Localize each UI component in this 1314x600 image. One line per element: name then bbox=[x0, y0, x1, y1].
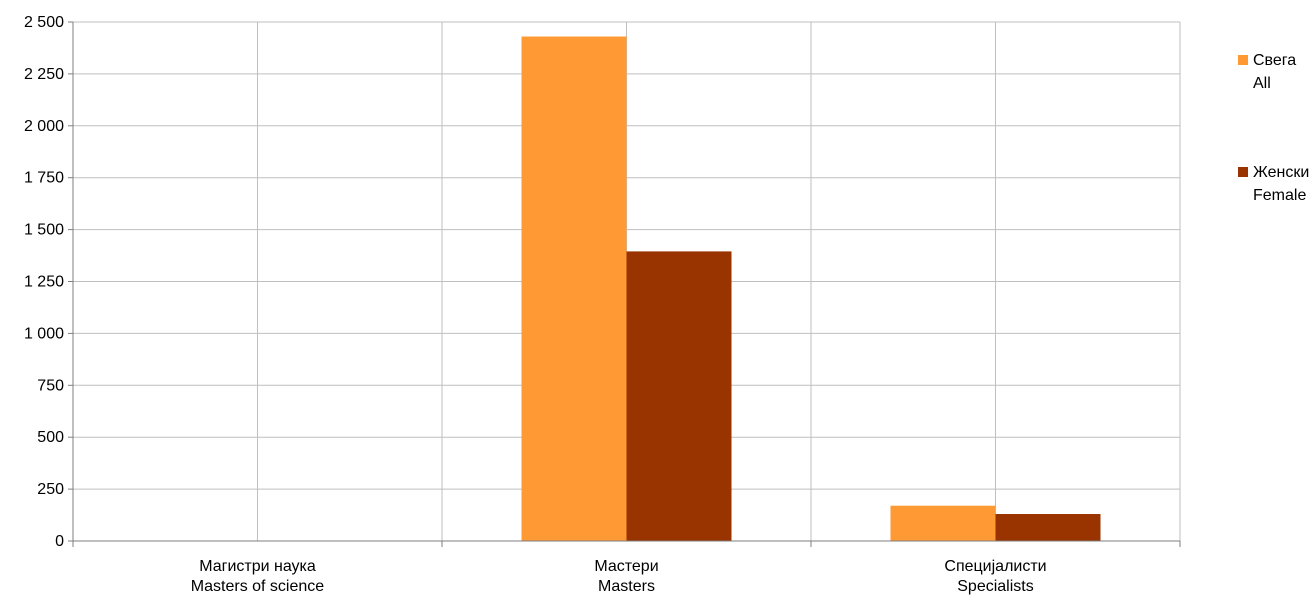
legend-label: Женски bbox=[1253, 164, 1309, 181]
y-tick-label: 750 bbox=[37, 377, 64, 394]
x-category-label: Masters of science bbox=[191, 578, 324, 595]
y-tick-label: 2 250 bbox=[24, 66, 64, 83]
x-category-label: Specialists bbox=[957, 578, 1033, 595]
y-tick-label: 1 000 bbox=[24, 325, 64, 342]
y-tick-label: 1 500 bbox=[24, 222, 64, 239]
y-tick-label: 2 500 bbox=[24, 14, 64, 31]
y-tick-label: 1 750 bbox=[24, 170, 64, 187]
y-tick-label: 500 bbox=[37, 429, 64, 446]
y-tick-label: 250 bbox=[37, 481, 64, 498]
x-category-label: Мастери bbox=[594, 558, 658, 575]
legend-swatch bbox=[1238, 55, 1248, 65]
bar-all bbox=[521, 36, 627, 541]
y-tick-label: 1 250 bbox=[24, 274, 64, 291]
x-category-label: Магистри наука bbox=[199, 558, 316, 575]
y-tick-label: 2 000 bbox=[24, 118, 64, 135]
legend-label: Female bbox=[1253, 187, 1306, 204]
legend-label: All bbox=[1253, 75, 1271, 92]
y-tick-label: 0 bbox=[55, 533, 64, 550]
x-category-label: Masters bbox=[598, 578, 655, 595]
bar-female bbox=[626, 251, 732, 541]
legend-swatch bbox=[1238, 167, 1248, 177]
bar-female bbox=[995, 514, 1101, 541]
bar-all bbox=[890, 505, 996, 541]
legend-label: Свега bbox=[1253, 52, 1296, 69]
x-category-label: Специјалисти bbox=[944, 558, 1046, 575]
